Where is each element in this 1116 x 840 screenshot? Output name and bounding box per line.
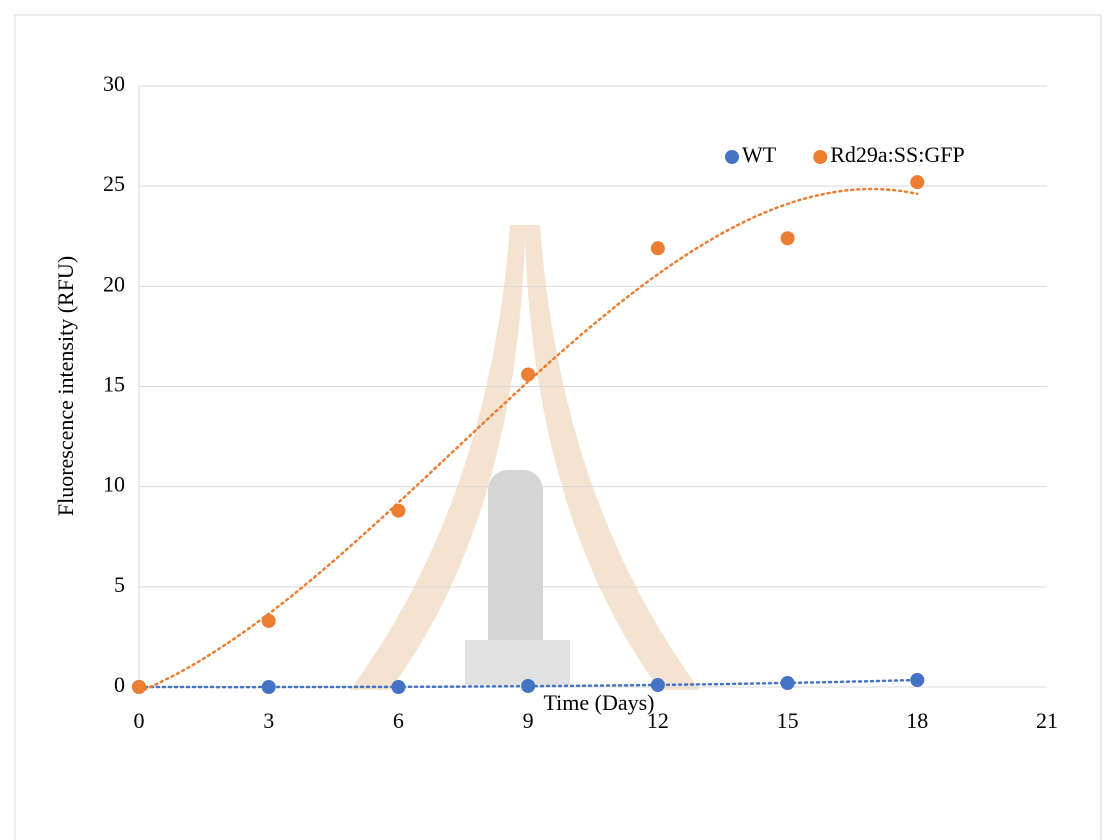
data-point [521,679,535,693]
x-tick-label: 6 [393,708,404,733]
x-tick-label: 12 [647,708,669,733]
legend-label: WT [742,142,777,167]
data-point [651,241,665,255]
y-tick-label: 10 [103,472,125,497]
data-point [781,231,795,245]
x-tick-label: 9 [523,708,534,733]
x-axis-title: Time (Days) [543,690,654,715]
data-point [391,680,405,694]
y-tick-label: 20 [103,271,125,296]
x-tick-label: 3 [263,708,274,733]
y-tick-label: 5 [114,572,125,597]
x-tick-label: 21 [1036,708,1058,733]
data-point [651,678,665,692]
x-tick-label: 15 [777,708,799,733]
y-tick-label: 0 [114,672,125,697]
watermark [350,225,700,690]
legend-label: Rd29a:SS:GFP [830,142,965,167]
legend-marker [813,150,827,164]
data-point [781,676,795,690]
data-point [521,367,535,381]
x-tick-label: 0 [134,708,145,733]
chart: Time (Days) Fluorescence intensity (RFU)… [0,0,1116,840]
data-point [132,680,146,694]
y-tick-label: 15 [103,372,125,397]
data-point [910,175,924,189]
data-point [262,614,276,628]
legend-marker [725,150,739,164]
data-point [262,680,276,694]
x-tick-label: 18 [906,708,928,733]
y-tick-label: 30 [103,71,125,96]
y-tick-label: 25 [103,171,125,196]
data-point [910,673,924,687]
y-axis-title: Fluorescence intensity (RFU) [53,256,78,516]
page: {"chart_data": {"type": "scatter", "x_la… [0,0,1116,840]
data-point [391,504,405,518]
